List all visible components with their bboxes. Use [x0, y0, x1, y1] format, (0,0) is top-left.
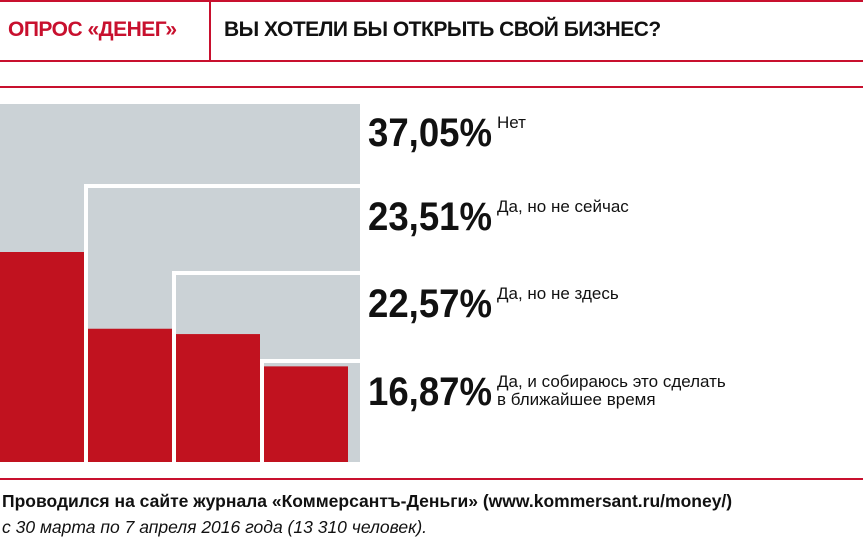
- value-label-3: 22,57%: [368, 282, 492, 326]
- chart-top-rule: [0, 86, 863, 88]
- bar-4: [264, 366, 348, 462]
- panel-gap-top-2: [84, 184, 360, 188]
- category-label-4-line-1: Да, и собираюсь это сделать: [497, 372, 726, 391]
- chart-title: ВЫ ХОТЕЛИ БЫ ОТКРЫТЬ СВОЙ БИЗНЕС?: [224, 18, 661, 41]
- value-label-4: 16,87%: [368, 370, 492, 414]
- panel-gap-left-4: [260, 359, 264, 462]
- panel-gap-top-3: [172, 271, 360, 275]
- category-label-4-line-2: в ближайшее время: [497, 390, 656, 409]
- bar-3: [176, 334, 260, 462]
- header-top-rule: [0, 0, 863, 2]
- panel-gap-top-4: [260, 359, 360, 363]
- panel-gap-left-3: [172, 271, 176, 462]
- source-note-line-1: Проводился на сайте журнала «Коммерсантъ…: [2, 491, 733, 511]
- category-label-1: Нет: [497, 113, 526, 132]
- category-label-2: Да, но не сейчас: [497, 197, 629, 216]
- bar-1: [0, 252, 84, 462]
- source-note-line-2: с 30 марта по 7 апреля 2016 года (13 310…: [2, 517, 428, 537]
- chart-header: ОПРОС «ДЕНЕГ» ВЫ ХОТЕЛИ БЫ ОТКРЫТЬ СВОЙ …: [0, 0, 863, 62]
- source-note: Проводился на сайте журнала «Коммерсантъ…: [2, 488, 862, 540]
- header-bottom-rule: [0, 60, 863, 62]
- bar-2: [88, 328, 172, 462]
- panel-gap-left-2: [84, 184, 88, 462]
- chart-bottom-rule: [0, 478, 863, 480]
- section-label: ОПРОС «ДЕНЕГ»: [8, 18, 177, 41]
- header-divider: [209, 0, 211, 62]
- value-label-1: 37,05%: [368, 111, 492, 155]
- value-label-2: 23,51%: [368, 195, 492, 239]
- category-label-3: Да, но не здесь: [497, 284, 619, 303]
